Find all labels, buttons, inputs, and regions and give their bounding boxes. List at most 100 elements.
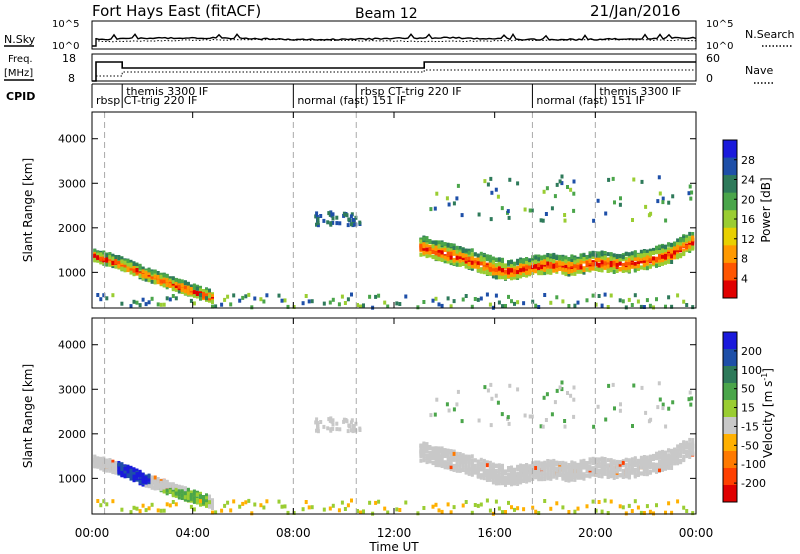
velocity-cell bbox=[286, 510, 290, 515]
velocity-cell bbox=[162, 479, 166, 484]
velocity-colorbar-swatch bbox=[723, 485, 737, 503]
x-tick-label: 08:00 bbox=[276, 526, 311, 540]
power-cell bbox=[491, 260, 495, 265]
power-cell bbox=[523, 207, 527, 212]
velocity-cell bbox=[561, 462, 565, 467]
power-cell bbox=[156, 302, 160, 307]
power-cell bbox=[455, 258, 459, 263]
power-cell bbox=[476, 297, 480, 302]
velocity-cell bbox=[120, 470, 124, 475]
power-cell bbox=[633, 250, 637, 255]
velocity-cell bbox=[528, 476, 532, 481]
velocity-cell bbox=[636, 473, 640, 477]
power-cell bbox=[546, 269, 550, 274]
power-cell bbox=[516, 258, 520, 263]
velocity-cell bbox=[102, 462, 106, 467]
power-cell bbox=[658, 258, 661, 263]
power-cell bbox=[691, 245, 695, 250]
velocity-cell bbox=[449, 461, 453, 466]
power-cell bbox=[561, 299, 565, 304]
velocity-cell bbox=[566, 391, 569, 395]
power-cell bbox=[597, 258, 601, 263]
velocity-cell bbox=[688, 437, 692, 442]
velocity-colorbar-frame bbox=[722, 331, 738, 503]
power-cell bbox=[105, 296, 109, 301]
power-cell bbox=[431, 246, 435, 251]
velocity-cell bbox=[435, 397, 439, 402]
y-tick-label: 2000 bbox=[58, 222, 86, 235]
noise-tick-right-bottom: 10^0 bbox=[706, 41, 733, 52]
power-cell bbox=[120, 256, 124, 261]
velocity-cell bbox=[144, 477, 148, 482]
power-cell bbox=[455, 245, 459, 250]
velocity-cell bbox=[691, 451, 695, 456]
velocity-cell bbox=[612, 476, 616, 480]
cpid-mode-label: themis 3300 IF bbox=[126, 85, 208, 98]
power-cell bbox=[476, 267, 480, 272]
velocity-cell bbox=[114, 469, 118, 474]
power-cell bbox=[319, 214, 323, 218]
power-cell bbox=[126, 259, 130, 264]
velocity-cell bbox=[592, 424, 596, 429]
power-cell bbox=[195, 286, 199, 291]
power-cell bbox=[123, 263, 127, 268]
velocity-cell bbox=[603, 464, 607, 469]
velocity-cell bbox=[567, 474, 571, 479]
power-cell bbox=[153, 279, 157, 284]
power-cell bbox=[549, 261, 553, 266]
power-cell bbox=[431, 240, 435, 245]
velocity-cell bbox=[434, 502, 438, 507]
velocity-cell bbox=[522, 473, 526, 478]
velocity-cell bbox=[664, 451, 667, 456]
velocity-cell bbox=[642, 472, 646, 477]
velocity-cell bbox=[455, 455, 459, 460]
velocity-cell bbox=[679, 450, 683, 455]
velocity-cell bbox=[283, 504, 287, 509]
velocity-cell bbox=[676, 499, 680, 504]
velocity-cell bbox=[192, 499, 196, 504]
power-cell bbox=[519, 259, 523, 264]
velocity-cell bbox=[455, 461, 459, 466]
power-cell bbox=[383, 300, 387, 305]
velocity-cell bbox=[456, 389, 460, 394]
power-cell bbox=[676, 250, 680, 254]
power-cell bbox=[494, 275, 498, 280]
power-cell bbox=[416, 305, 420, 310]
velocity-cell bbox=[667, 465, 671, 470]
velocity-cell bbox=[241, 501, 245, 506]
cpid-mode-label: normal (fast) 151 IF bbox=[297, 94, 406, 107]
power-cell bbox=[433, 206, 437, 211]
power-cell bbox=[490, 190, 494, 195]
velocity-cell bbox=[658, 453, 661, 458]
velocity-cell bbox=[606, 464, 610, 469]
power-cell bbox=[491, 257, 495, 262]
velocity-cell bbox=[331, 418, 335, 423]
velocity-cell bbox=[573, 469, 577, 474]
power-cell bbox=[102, 256, 106, 261]
power-cell bbox=[591, 264, 595, 269]
power-cell bbox=[343, 212, 347, 217]
power-cell bbox=[612, 267, 616, 272]
power-cell bbox=[673, 252, 677, 257]
power-cell bbox=[658, 244, 661, 249]
power-cell bbox=[618, 298, 622, 303]
velocity-cell bbox=[180, 496, 184, 500]
velocity-cell bbox=[446, 457, 450, 462]
velocity-cell bbox=[573, 509, 577, 514]
power-cell bbox=[537, 254, 541, 259]
power-cell bbox=[540, 258, 544, 263]
power-cell bbox=[528, 260, 532, 265]
power-cell bbox=[552, 268, 556, 273]
velocity-cell bbox=[648, 509, 652, 514]
velocity-cell bbox=[186, 487, 190, 492]
velocity-cell bbox=[156, 477, 160, 481]
velocity-cell bbox=[99, 503, 103, 508]
power-cell bbox=[335, 221, 339, 226]
power-cell bbox=[429, 207, 433, 212]
velocity-cell bbox=[670, 460, 674, 465]
velocity-cell bbox=[688, 442, 692, 447]
power-cell bbox=[582, 259, 586, 264]
power-cell bbox=[525, 260, 529, 265]
